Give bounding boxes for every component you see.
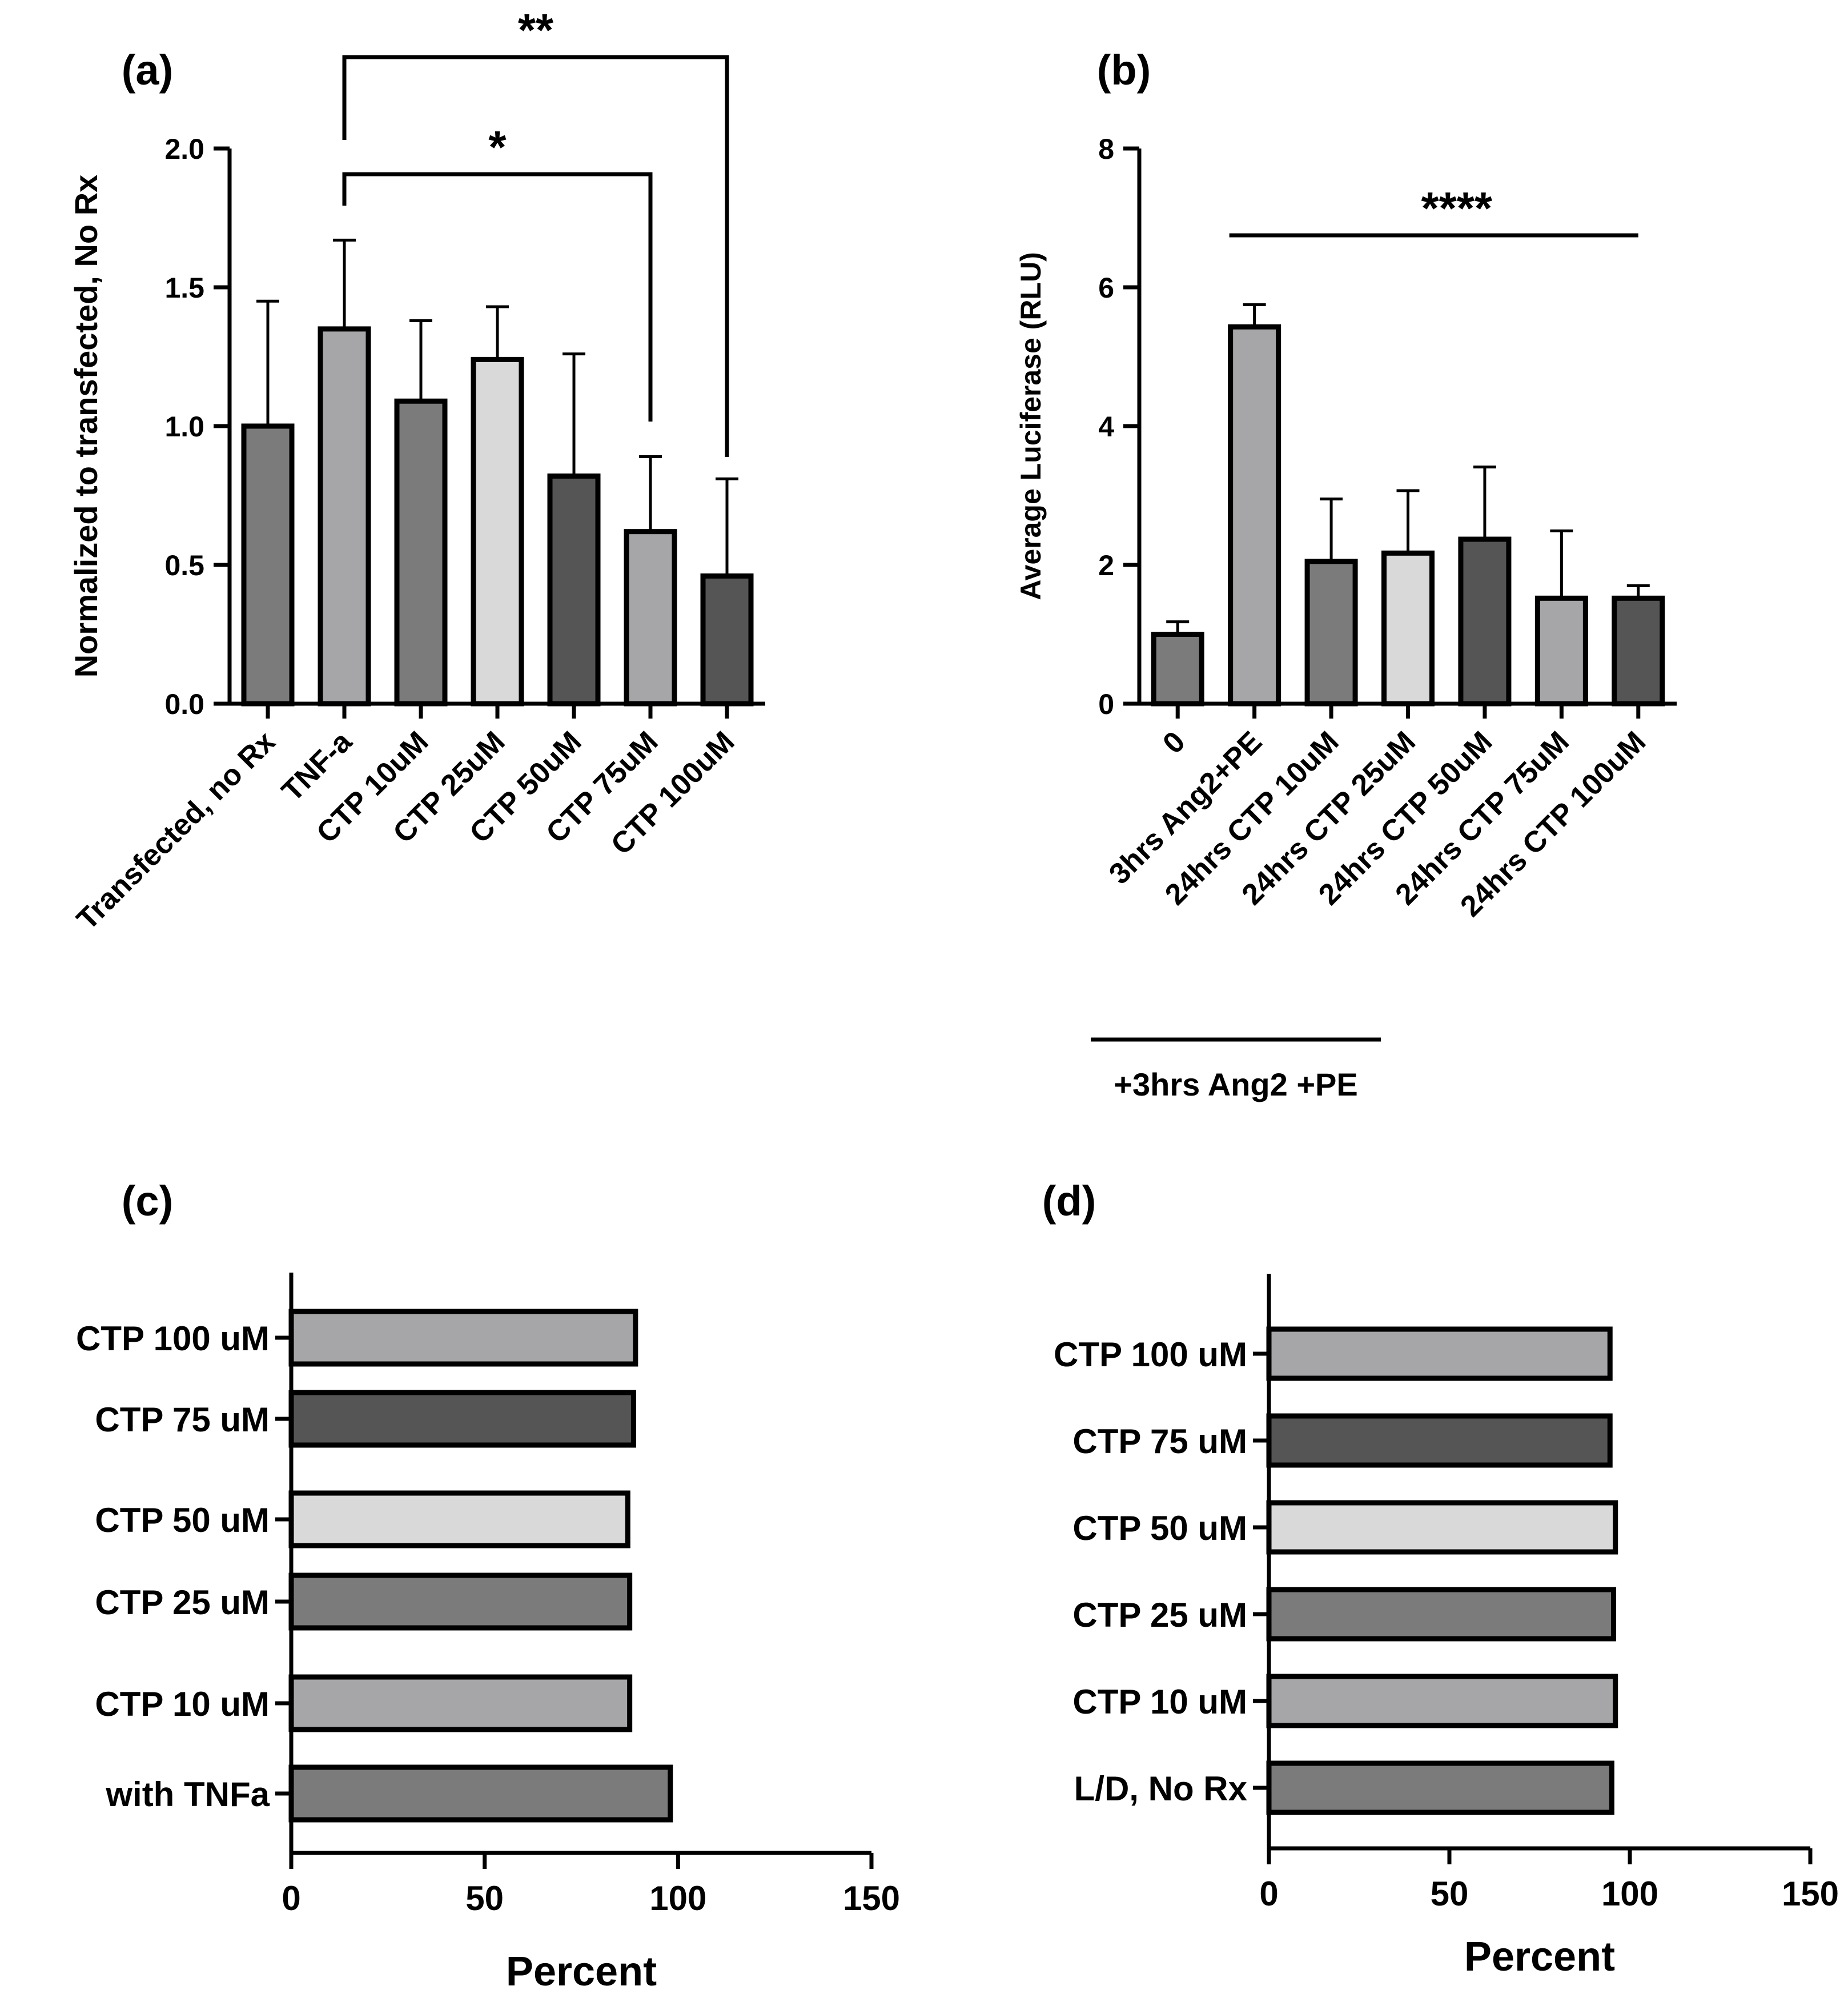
y-tick-label: 0.5	[164, 549, 204, 581]
y-tick-label: 8	[1098, 133, 1114, 165]
y-tick-label: 1.0	[164, 411, 204, 443]
bar-1	[288, 1309, 638, 1367]
bar-5	[1458, 536, 1512, 707]
bar-4	[288, 1572, 633, 1631]
x-tick-label: 50	[1431, 1875, 1469, 1913]
bar-2	[318, 326, 371, 707]
y-tick-label: 4	[1098, 411, 1114, 443]
panel-a: (a) 0.0 0.5 1.0 1.5 2.0 Normalized to transfe…	[68, 5, 765, 936]
significance-bracket	[342, 172, 653, 422]
y-tick-label: with TNFa	[105, 1775, 270, 1814]
y-tick-label: 6	[1098, 272, 1114, 304]
bar-4	[471, 356, 524, 707]
bar-6	[1534, 595, 1588, 707]
y-tick-label: CTP 75 uM	[95, 1401, 270, 1439]
bar-2	[1228, 324, 1281, 707]
bar-6	[288, 1764, 673, 1823]
y-tick-label: CTP 10 uM	[1072, 1683, 1247, 1721]
bar-2	[288, 1390, 636, 1448]
bar-6	[624, 529, 677, 707]
x-tick-label: Transfected, no Rx	[71, 725, 282, 936]
bar-6	[1266, 1760, 1614, 1815]
bar-5	[547, 473, 601, 707]
y-tick-label: L/D, No Rx	[1074, 1770, 1247, 1808]
panel-a-label: (a)	[122, 46, 173, 94]
y-tick-label: CTP 50 uM	[95, 1501, 270, 1539]
bar-5	[1266, 1674, 1618, 1728]
significance-bracket	[342, 55, 729, 457]
y-tick-label: CTP 100 uM	[1054, 1335, 1247, 1374]
x-tick-label: 0	[1259, 1875, 1278, 1913]
x-tick-label: 150	[843, 1879, 900, 1917]
panel-d-label: (d)	[1042, 1177, 1096, 1225]
x-tick-label: 100	[1601, 1875, 1658, 1913]
bar-3	[1304, 559, 1358, 707]
x-axis-title: Percent	[506, 1949, 657, 1995]
y-axis-title: Normalized to transfected, No Rx	[68, 175, 104, 678]
panel-c-label: (c)	[122, 1177, 173, 1225]
panel-d: (d) 0 50 100 150 Percent CTP 100 uM CTP 75 uM C…	[1042, 1177, 1839, 1980]
bar-1	[1266, 1326, 1613, 1381]
bar-4	[1381, 550, 1435, 707]
y-axis-title: Average Luciferase (RLU)	[1015, 252, 1047, 600]
significance-stars: **	[518, 5, 554, 55]
bar-3	[288, 1490, 630, 1548]
bar-4	[1266, 1587, 1617, 1642]
panel-b-label: (b)	[1097, 46, 1151, 94]
bar-1	[241, 423, 295, 707]
y-tick-label: CTP 75 uM	[1072, 1422, 1247, 1461]
bar-3	[394, 398, 448, 707]
bar-7	[700, 573, 754, 707]
y-tick-label: 2	[1098, 549, 1114, 581]
y-tick-label: 0.0	[164, 688, 204, 720]
bar-2	[1266, 1413, 1613, 1468]
group-label: +3hrs Ang2 +PE	[1114, 1066, 1357, 1102]
y-tick-label: CTP 10 uM	[95, 1685, 270, 1723]
significance-stars: *	[488, 122, 507, 172]
x-tick-label: 0	[282, 1879, 300, 1917]
y-tick-label: 0	[1098, 688, 1114, 720]
x-tick-label: 150	[1782, 1875, 1839, 1913]
bar-5	[288, 1674, 633, 1732]
bar-7	[1612, 595, 1665, 707]
x-tick-label: 50	[465, 1879, 504, 1917]
x-tick-label: 0	[1156, 725, 1191, 760]
y-tick-label: 2.0	[164, 133, 204, 165]
y-tick-label: CTP 50 uM	[1072, 1509, 1247, 1547]
bar-3	[1266, 1500, 1618, 1555]
y-tick-label: CTP 25 uM	[95, 1583, 270, 1622]
y-tick-label: CTP 25 uM	[1072, 1596, 1247, 1634]
x-axis-title: Percent	[1464, 1934, 1615, 1980]
x-tick-label: 100	[649, 1879, 706, 1917]
y-tick-label: 1.5	[164, 272, 204, 304]
significance-stars: ****	[1421, 183, 1492, 234]
panel-c: (c) 0 50 100 150 Percent CTP 100 uM CTP 75 uM C…	[76, 1177, 900, 1995]
bar-1	[1151, 632, 1204, 707]
y-tick-label: CTP 100 uM	[76, 1319, 270, 1358]
